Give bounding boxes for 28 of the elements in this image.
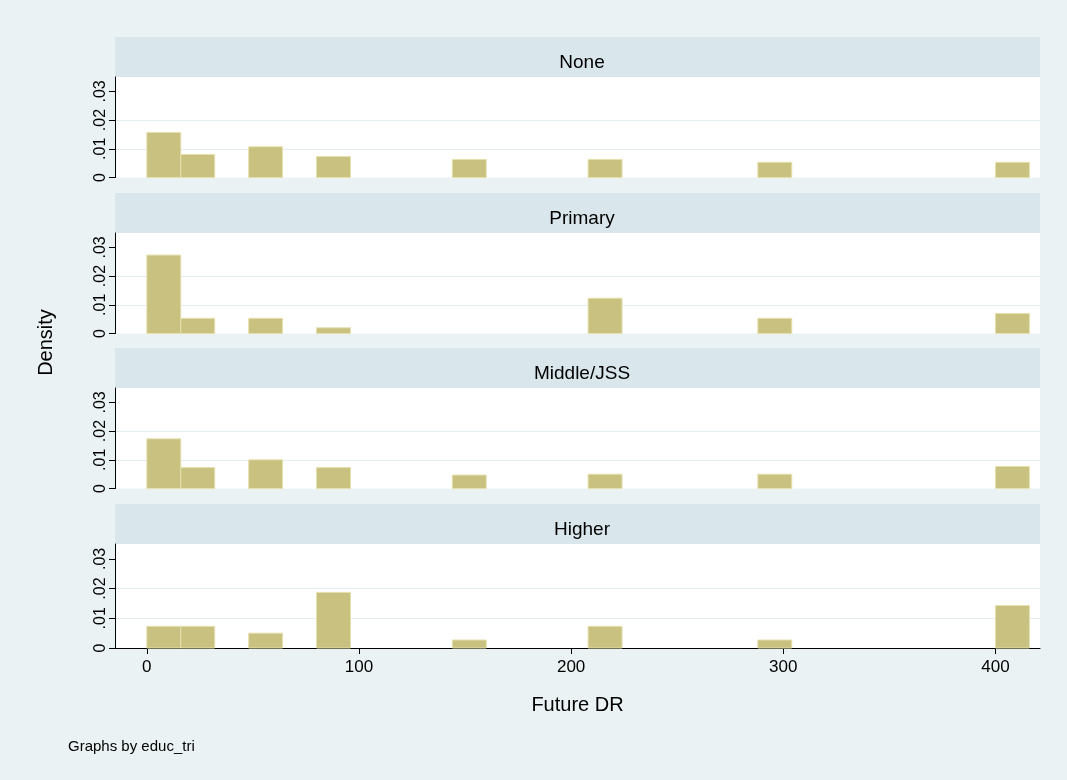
chart-title: Middle/JSS (533, 362, 631, 383)
y-tick-label: .02 (90, 419, 108, 443)
y-tick-label: 0 (90, 173, 108, 182)
y-tick-label: 0 (90, 328, 108, 338)
x-tick-label: 100 (344, 656, 374, 676)
y-axis-title: Density (33, 309, 57, 376)
x-tick-label: 0 (142, 656, 152, 676)
y-tick-label: .01 (90, 137, 108, 160)
text: Graphs by educ_tri (68, 736, 195, 754)
y-tick-label: .03 (90, 391, 108, 414)
y-tick-label: .01 (90, 293, 108, 316)
x-tick-label: 400 (981, 656, 1010, 676)
y-tick-label: .01 (90, 606, 108, 629)
chart-title: Higher (554, 517, 611, 539)
x-tick-label: 300 (769, 656, 798, 676)
y-tick-label: .02 (90, 264, 108, 287)
y-tick-label: .03 (90, 235, 108, 258)
y-tick-label: .02 (90, 576, 108, 600)
x-axis-title: Future DR (531, 692, 624, 715)
y-tick-label: 0 (90, 484, 108, 493)
x-tick-label: 200 (556, 656, 586, 676)
chart-title: Primary (549, 206, 616, 228)
y-tick-label: .03 (90, 80, 108, 103)
y-tick-label: .02 (90, 108, 108, 132)
y-tick-label: 0 (90, 642, 108, 652)
chart-title: None (559, 51, 605, 72)
y-tick-label: .01 (90, 448, 108, 471)
y-tick-label: .03 (90, 547, 108, 570)
